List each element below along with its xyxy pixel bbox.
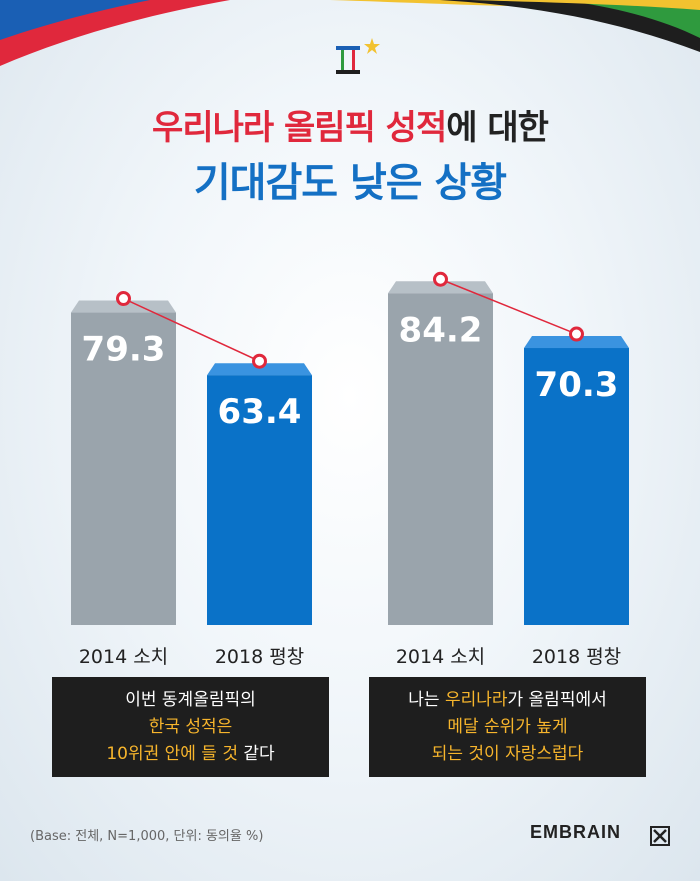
bar — [71, 312, 176, 625]
bar-cap — [207, 363, 312, 376]
bar — [207, 375, 312, 625]
caption-line: 10위권 안에 들 것 같다 — [52, 741, 329, 768]
caption-line: 되는 것이 자랑스럽다 — [369, 741, 646, 768]
title-rest: 에 대한 — [446, 108, 549, 148]
x-tick-label: 2018 평창 — [531, 646, 622, 668]
bar-value-label: 79.3 — [82, 330, 166, 370]
caption-right: 나는 우리나라가 올림픽에서 메달 순위가 높게 되는 것이 자랑스럽다 — [369, 677, 646, 777]
caption-text: 나는 — [408, 689, 445, 710]
caption-text: 가 올림픽에서 — [507, 689, 607, 710]
bar-value-label: 84.2 — [399, 310, 483, 350]
bar-charts: 79.3 63.4 84.2 70.3 — [71, 271, 629, 625]
caption-line: 한국 성적은 — [52, 714, 329, 741]
caption-highlight-text: 메달 순위가 높게 — [447, 716, 568, 737]
brand-logo-text: EMBRAIN — [530, 822, 621, 842]
bar-cap — [524, 336, 629, 349]
trend-marker — [433, 271, 448, 287]
trend-connector — [123, 297, 260, 362]
caption-highlight-text: 되는 것이 자랑스럽다 — [431, 743, 584, 764]
x-tick-label: 2014 소치 — [78, 646, 169, 668]
bar-cap — [71, 300, 176, 313]
caption-highlight-text: 우리나라 — [444, 689, 508, 710]
caption-text: 이번 동계올림픽의 — [125, 689, 256, 710]
trend-connector — [440, 278, 577, 335]
title-line-1: 우리나라 올림픽 성적에 대한 — [0, 100, 700, 149]
footnote: (Base: 전체, N=1,000, 단위: 동의율 %) — [30, 829, 264, 844]
bar-value-label: 70.3 — [535, 365, 619, 405]
x-tick-label: 2014 소치 — [395, 646, 486, 668]
trend-marker — [252, 353, 267, 369]
title-highlight: 우리나라 올림픽 성적 — [152, 108, 447, 148]
trend-marker — [116, 291, 131, 307]
caption-highlight-text: 한국 성적은 — [148, 716, 233, 737]
header-ribbons — [0, 0, 700, 66]
bar-value-label: 63.4 — [218, 392, 302, 432]
trend-marker — [569, 326, 584, 342]
x-tick-label: 2018 평창 — [214, 646, 305, 668]
embrain-icon — [650, 826, 670, 846]
title-line-2: 기대감도 낮은 상황 — [193, 160, 507, 206]
caption-line: 메달 순위가 높게 — [369, 714, 646, 741]
caption-text: 같다 — [238, 743, 275, 764]
caption-line: 나는 우리나라가 올림픽에서 — [369, 687, 646, 714]
caption-line: 이번 동계올림픽의 — [52, 687, 329, 714]
bar — [524, 348, 629, 625]
bar — [388, 293, 493, 625]
pyeongchang-logo — [336, 38, 380, 74]
caption-highlight-text: 10위권 안에 들 것 — [106, 743, 238, 764]
